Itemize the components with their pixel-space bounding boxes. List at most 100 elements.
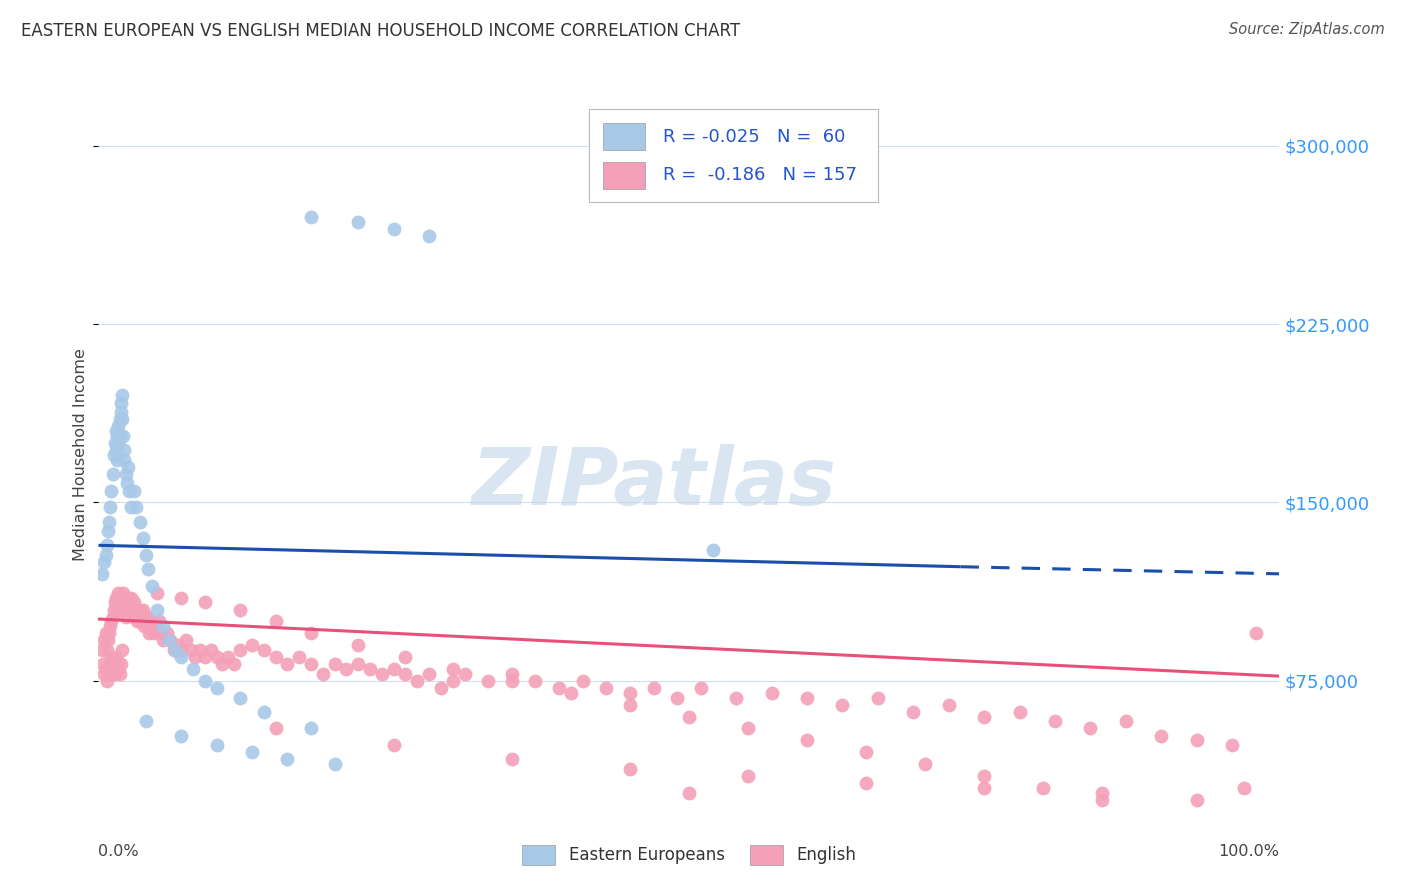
Point [107,586,129,600]
Point [170,729,193,743]
Point [299,626,322,640]
Point [120,595,142,609]
Point [110,405,132,419]
Point [105,452,128,467]
Point [98,619,121,633]
Point [1091,793,1114,807]
Point [94,548,117,562]
Point [1220,738,1243,752]
Point [761,686,783,700]
Point [105,662,128,676]
FancyBboxPatch shape [589,109,877,202]
Point [678,786,700,800]
Point [347,215,370,229]
Point [104,666,127,681]
Point [105,650,128,665]
Point [347,638,370,652]
Point [142,626,165,640]
Point [194,650,217,665]
Point [205,738,228,752]
Point [299,210,322,224]
Point [1032,780,1054,795]
Point [93,555,115,569]
Point [418,229,440,244]
Point [174,633,197,648]
Point [105,443,128,458]
Point [152,619,174,633]
Point [91,566,114,581]
Point [548,681,571,695]
Point [477,673,499,688]
Point [501,666,523,681]
Point [619,698,641,712]
Point [524,673,547,688]
Point [132,531,155,545]
Point [253,643,276,657]
Point [288,650,311,665]
Point [110,657,132,672]
Point [188,643,211,657]
Point [264,650,287,665]
Point [127,615,149,629]
Point [91,643,114,657]
Point [276,752,298,766]
Text: Source: ZipAtlas.com: Source: ZipAtlas.com [1229,22,1385,37]
Point [97,524,120,538]
Point [335,662,357,676]
Point [112,429,135,443]
Point [1115,714,1137,729]
Point [118,602,141,616]
Point [831,698,853,712]
Point [117,591,139,605]
Point [146,586,169,600]
Point [689,681,711,695]
Point [98,515,121,529]
Point [240,745,263,759]
Point [560,686,582,700]
FancyBboxPatch shape [603,161,645,189]
Point [93,666,115,681]
Point [312,666,335,681]
Point [737,722,759,736]
Point [678,709,700,723]
Point [973,780,995,795]
Point [98,500,121,515]
Point [129,615,152,629]
Point [855,776,877,790]
Point [112,602,135,616]
Point [115,595,138,609]
Point [595,681,617,695]
Point [973,769,995,783]
Point [152,633,174,648]
Point [122,595,145,609]
Point [145,619,167,633]
Point [125,602,148,616]
Point [194,673,217,688]
Point [382,222,405,236]
Point [1185,733,1208,747]
Text: EASTERN EUROPEAN VS ENGLISH MEDIAN HOUSEHOLD INCOME CORRELATION CHART: EASTERN EUROPEAN VS ENGLISH MEDIAN HOUSE… [21,22,740,40]
Point [855,745,877,759]
Point [194,595,217,609]
Point [166,638,188,652]
Point [121,602,143,616]
Point [112,443,135,458]
Point [156,626,179,640]
Point [1244,626,1267,640]
Point [98,626,121,640]
Point [103,448,125,462]
Point [136,562,159,576]
Point [866,690,889,705]
Point [104,595,127,609]
Point [97,633,120,648]
Point [131,609,153,624]
Point [229,643,252,657]
Point [148,615,170,629]
Point [146,602,169,616]
Point [159,633,181,648]
Point [108,412,131,426]
Point [240,638,263,652]
Point [110,395,132,409]
Point [394,666,416,681]
Point [111,643,134,657]
